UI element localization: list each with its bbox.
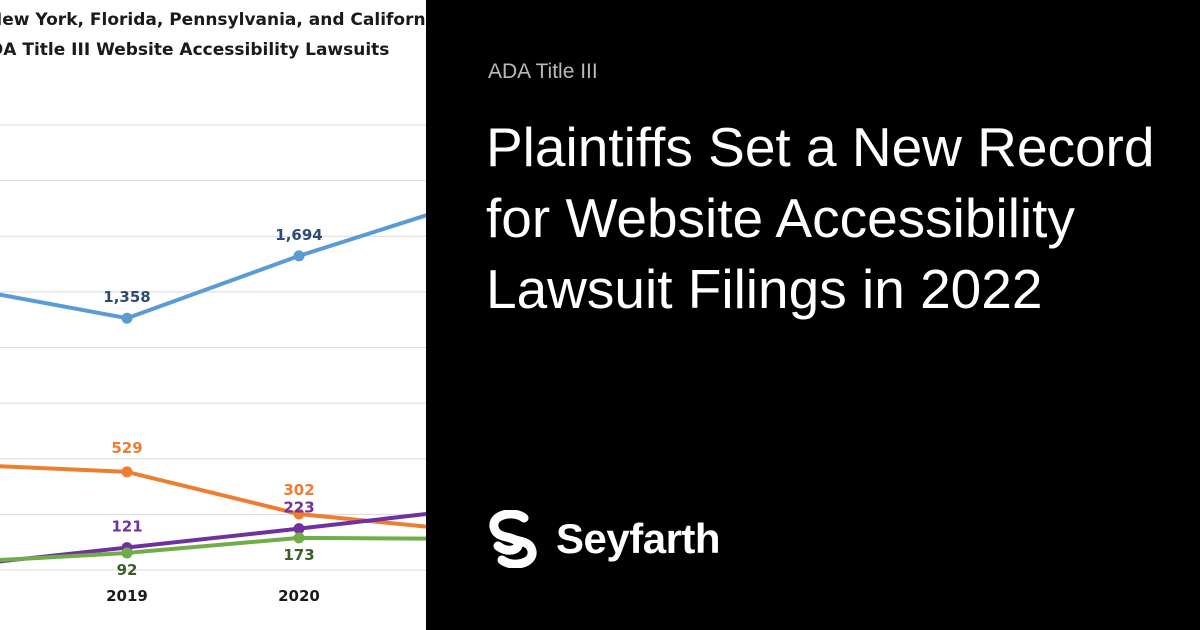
series-line-florida: [0, 464, 426, 529]
data-label: 529: [111, 439, 142, 457]
data-label: 173: [283, 546, 314, 564]
data-label: 92: [117, 561, 138, 579]
data-point: [293, 523, 305, 535]
data-label: 223: [283, 499, 314, 517]
data-point: [121, 466, 133, 478]
data-point: [121, 547, 133, 559]
data-point: [293, 532, 305, 544]
data-point: [121, 312, 133, 324]
data-point: [293, 250, 305, 262]
seyfarth-logo-icon: [489, 510, 537, 568]
x-tick-label: 2020: [278, 587, 320, 605]
data-label: 121: [111, 518, 142, 536]
category-label: ADA Title III: [488, 60, 598, 83]
chart-panel: New York, Florida, Pennsylvania, and Cal…: [0, 0, 426, 630]
brand-name: Seyfarth: [556, 515, 721, 562]
data-label: 302: [283, 481, 314, 499]
text-panel: ADA Title III Plaintiffs Set a New Recor…: [426, 0, 1200, 630]
data-label: 1,358: [103, 288, 150, 306]
data-label: 1,694: [275, 226, 322, 244]
headline: Plaintiffs Set a New Record for Website …: [486, 116, 1155, 320]
series-line-california: [0, 535, 426, 563]
seyfarth-logo: Seyfarth: [486, 510, 721, 568]
data-point: [293, 508, 305, 520]
chart-title: New York, Florida, Pennsylvania, and Cal…: [0, 10, 426, 30]
x-tick-label: 2019: [106, 587, 148, 605]
line-chart: 2019 2020 1,358 1,694 529 302 121 223 92 173: [0, 124, 426, 605]
chart-subtitle: ADA Title III Website Accessibility Laws…: [0, 40, 390, 60]
series-line-new-york: [0, 213, 426, 321]
